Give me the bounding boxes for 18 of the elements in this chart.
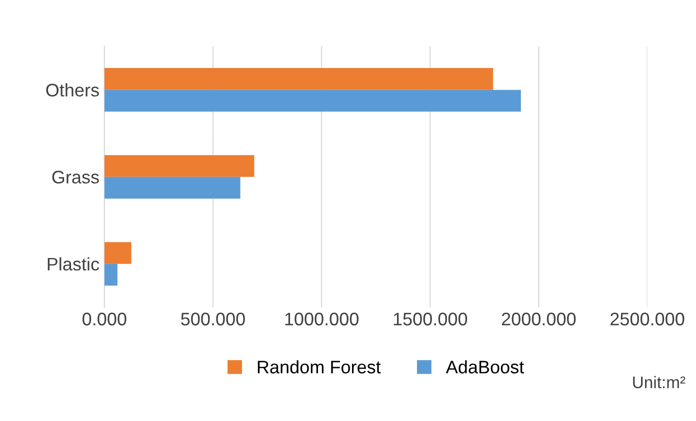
y-tick-label: Plastic [48,257,100,271]
x-tick-label: 2500.000 [610,312,684,326]
bar [104,242,132,264]
legend-label: Random Forest [258,360,381,374]
legend-label: AdaBoost [446,360,524,374]
y-tick-label: Grass [52,170,99,184]
bar [104,68,494,90]
text: Unit:m² [633,376,686,388]
bar [104,90,521,112]
x-tick-label: 1000.000 [285,312,359,326]
y-tick-label: Others [46,83,99,97]
bar [104,176,240,199]
x-tick-label: 0.000 [82,312,126,326]
bar [104,264,118,286]
x-tick-label: 1500.000 [394,312,468,326]
bar [104,155,254,177]
x-tick-label: 2000.000 [502,312,576,326]
x-tick-label: 500.000 [181,312,245,326]
